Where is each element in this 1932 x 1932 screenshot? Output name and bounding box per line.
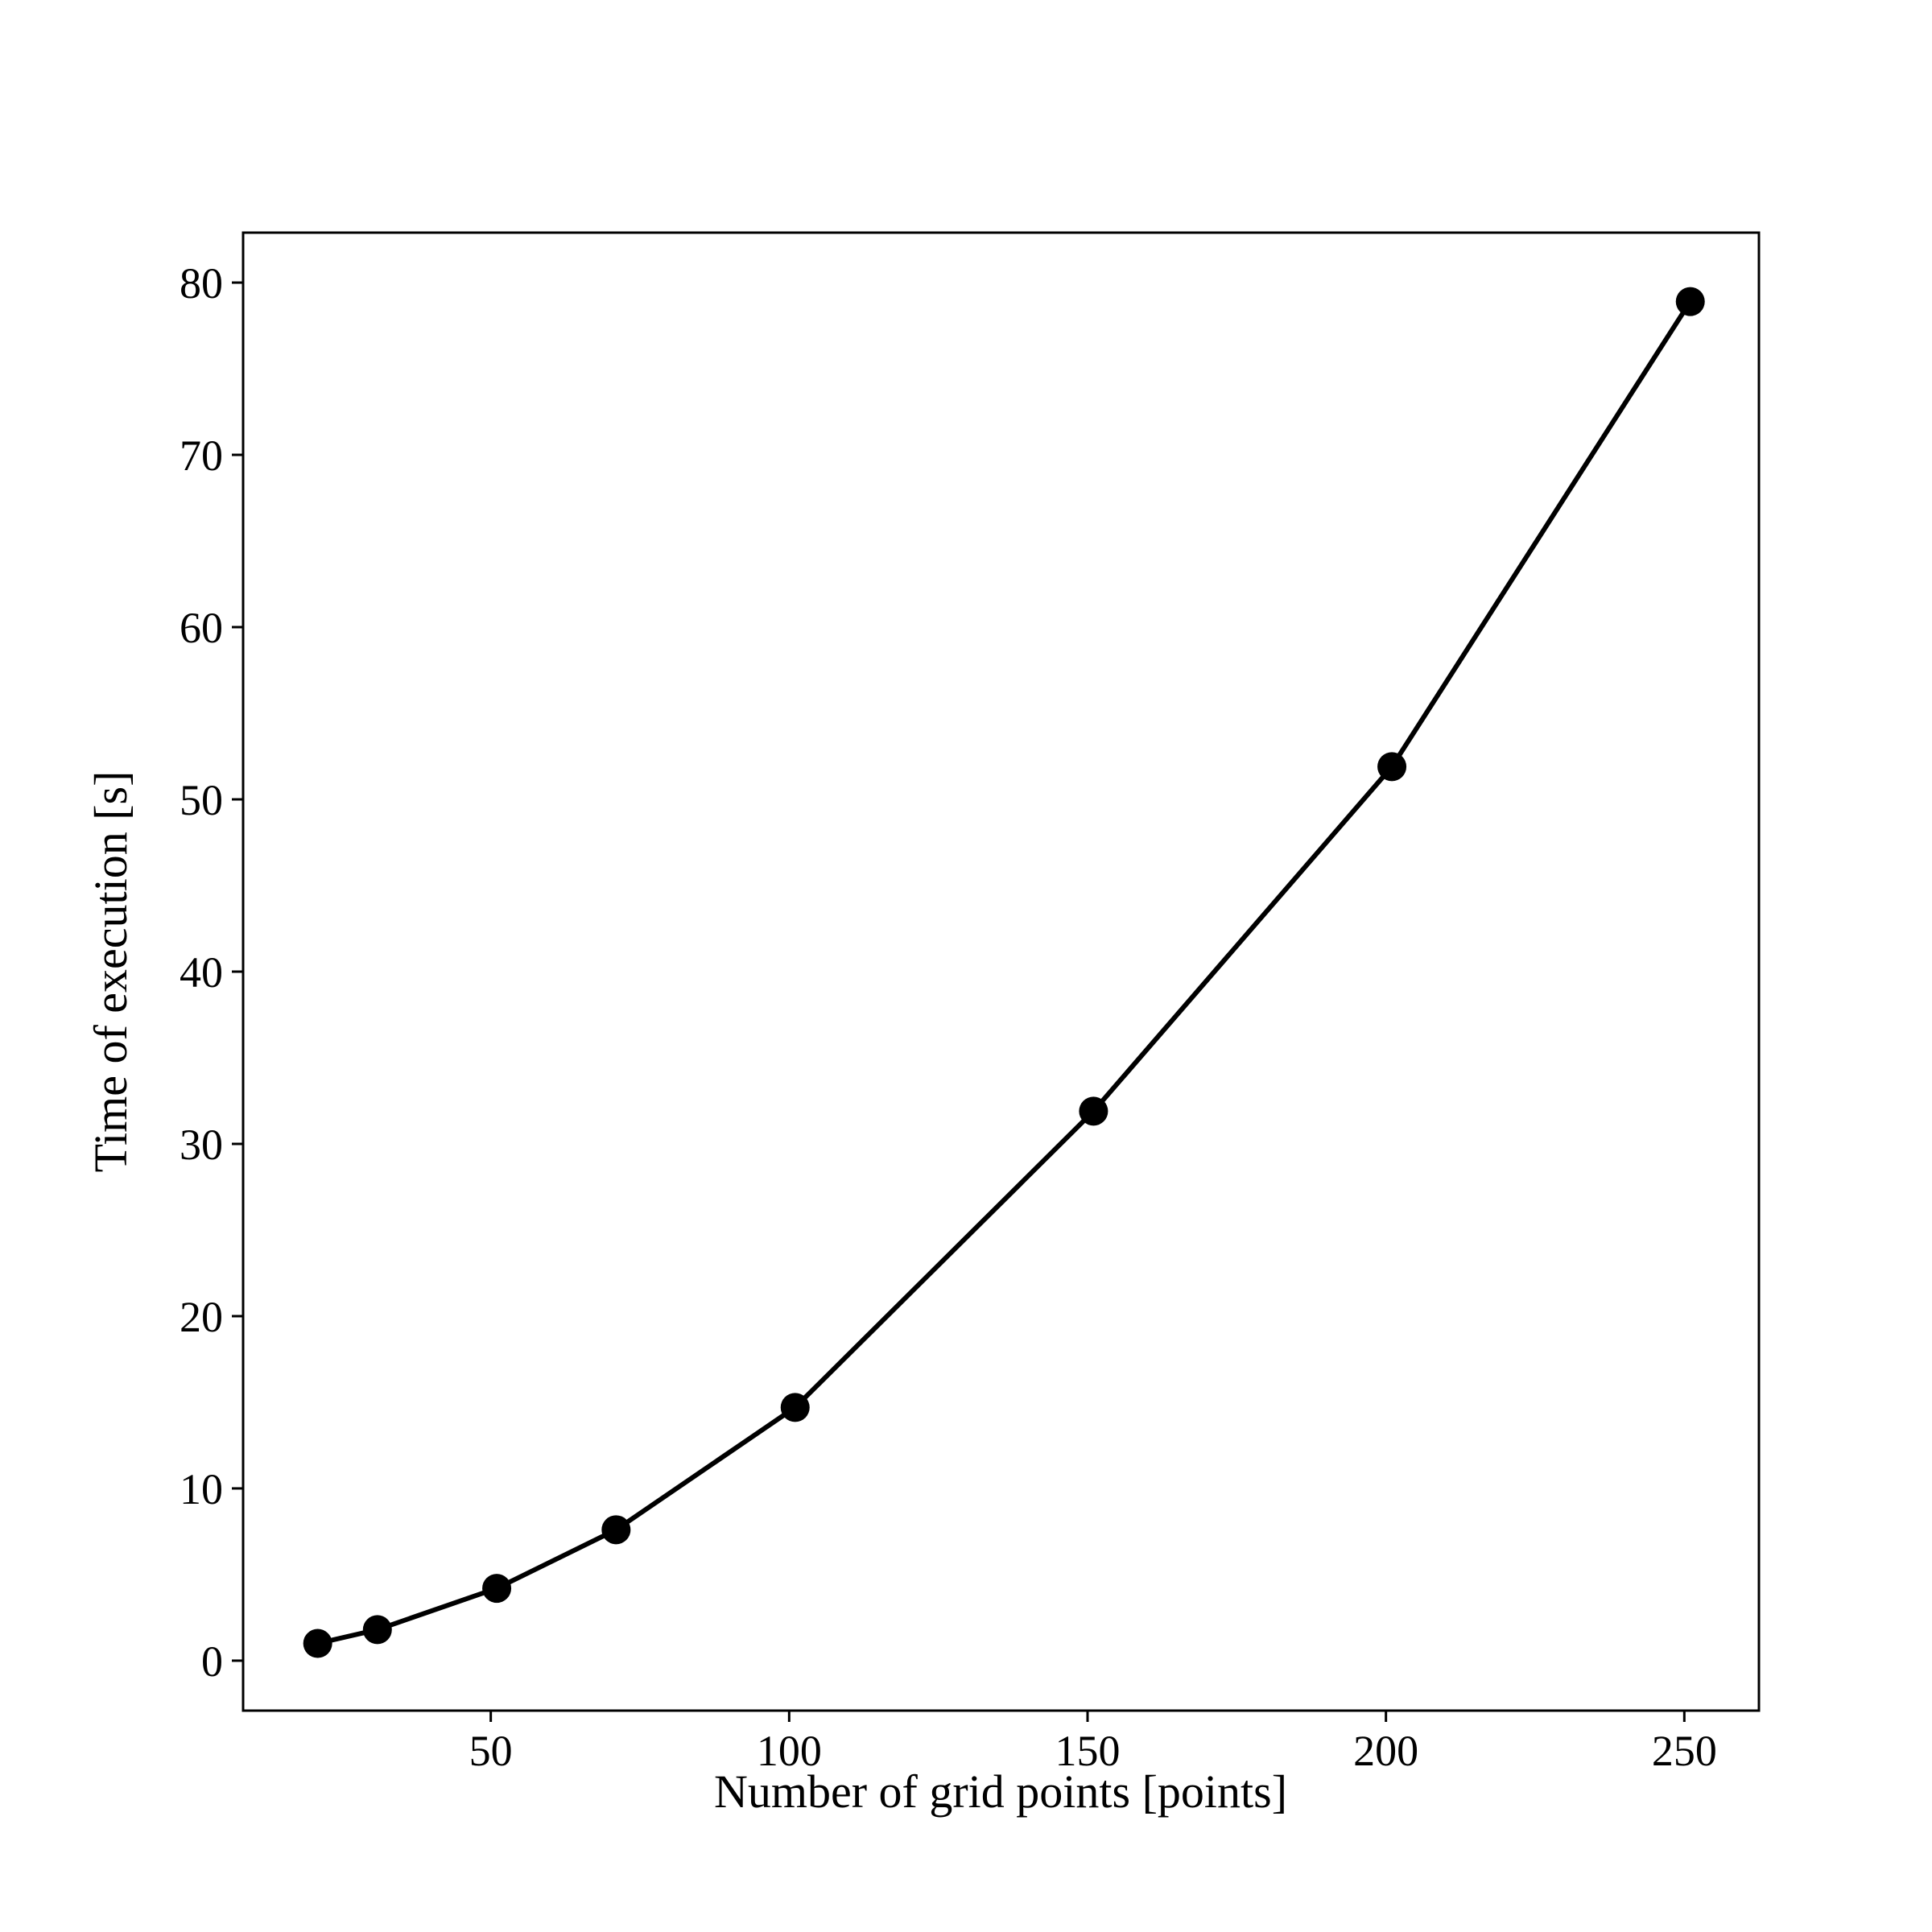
y-tick-label: 30 xyxy=(180,1121,223,1169)
x-tick-label: 200 xyxy=(1353,1727,1418,1775)
y-axis: 0 10 20 30 40 50 60 70 80 xyxy=(180,259,243,1686)
y-tick-label: 0 xyxy=(201,1637,223,1686)
data-point xyxy=(1675,287,1705,316)
data-point xyxy=(1079,1096,1108,1126)
x-axis-title: Number of grid points [points] xyxy=(714,1765,1287,1818)
plot-frame xyxy=(242,231,1761,1712)
data-point xyxy=(601,1515,631,1545)
data-point xyxy=(303,1629,332,1658)
series-layer xyxy=(303,287,1705,1658)
x-tick-label: 250 xyxy=(1652,1727,1717,1775)
data-point xyxy=(482,1574,512,1604)
data-point xyxy=(362,1615,392,1645)
y-tick-label: 50 xyxy=(180,776,223,824)
x-axis: 50 100 150 200 250 xyxy=(469,1711,1717,1775)
x-tick-label: 50 xyxy=(469,1727,513,1775)
y-tick-label: 20 xyxy=(180,1293,223,1341)
data-point xyxy=(1377,752,1407,782)
x-tick-label: 150 xyxy=(1055,1727,1120,1775)
y-tick-label: 60 xyxy=(180,604,223,652)
x-tick-label: 100 xyxy=(757,1727,822,1775)
series-line xyxy=(315,299,1693,1646)
y-tick-label: 10 xyxy=(180,1465,223,1513)
y-tick-label: 80 xyxy=(180,259,223,308)
y-axis-title: Time of execution [s] xyxy=(85,771,137,1173)
y-tick-label: 40 xyxy=(180,948,223,997)
y-tick-label: 70 xyxy=(180,431,223,480)
data-point xyxy=(780,1393,810,1422)
